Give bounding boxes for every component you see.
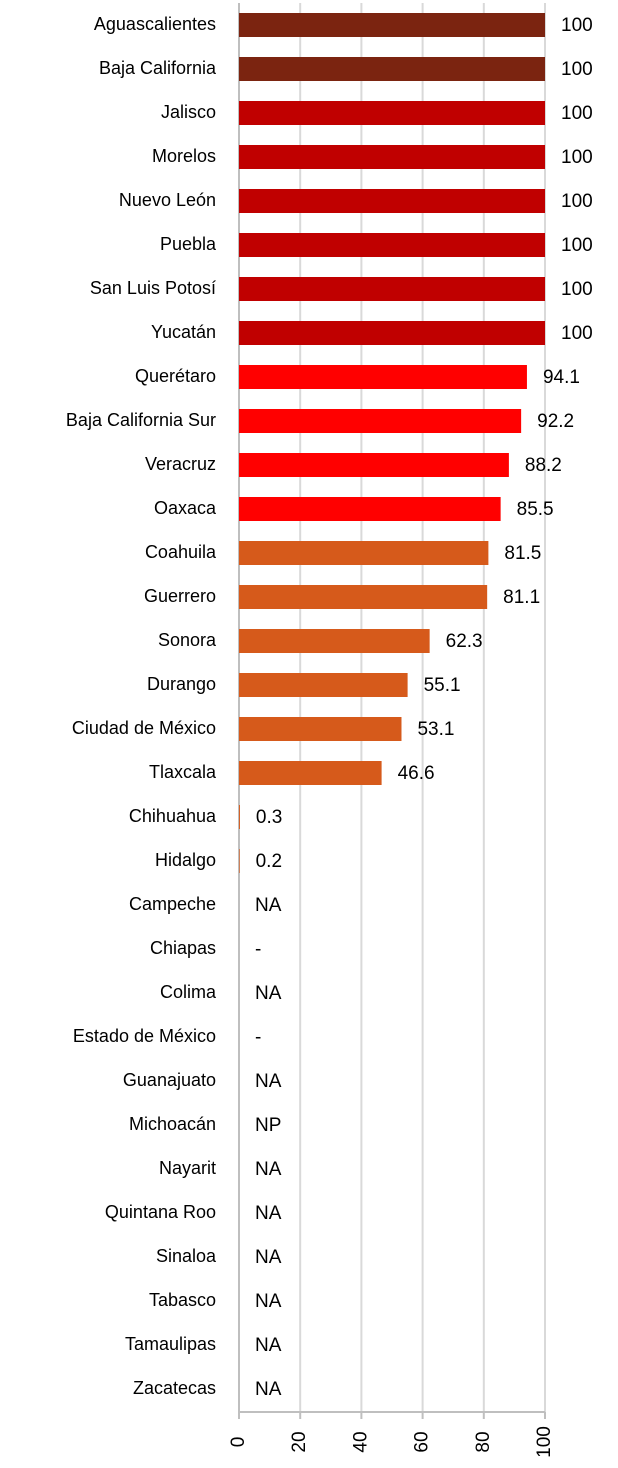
data-label: 55.1 (424, 675, 461, 696)
y-tick-label: Chiapas (150, 938, 216, 958)
x-tick-label: 100 (534, 1426, 555, 1458)
bar (239, 233, 545, 257)
data-label: NA (255, 1203, 282, 1224)
bar (239, 57, 545, 81)
y-tick-label: Morelos (152, 146, 216, 166)
data-label: 100 (561, 279, 593, 300)
data-label: NA (255, 1247, 282, 1268)
y-tick-label: Quintana Roo (105, 1202, 216, 1222)
bar (239, 321, 545, 345)
data-label: 100 (561, 59, 593, 80)
data-label: 88.2 (525, 455, 562, 476)
y-tick-label: Aguascalientes (94, 14, 216, 34)
y-tick-label: Oaxaca (154, 498, 217, 518)
bar (239, 673, 408, 697)
data-label: 100 (561, 323, 593, 344)
y-tick-label: Sinaloa (156, 1246, 217, 1266)
y-tick-label: Ciudad de México (72, 718, 216, 738)
y-tick-label: Tamaulipas (125, 1334, 216, 1354)
x-tick-label: 60 (412, 1431, 433, 1452)
y-tick-label: Yucatán (151, 322, 216, 342)
y-tick-label: San Luis Potosí (90, 278, 216, 298)
data-label: NA (255, 1335, 282, 1356)
data-label: NP (255, 1115, 281, 1136)
bar (239, 761, 382, 785)
data-label: 0.2 (256, 851, 282, 872)
bar (239, 849, 240, 873)
y-tick-label: Campeche (129, 894, 216, 914)
data-label: NA (255, 1071, 282, 1092)
data-label: 92.2 (537, 411, 574, 432)
bar (239, 585, 488, 609)
bar (239, 497, 501, 521)
y-tick-label: Nayarit (159, 1158, 216, 1178)
bar (239, 541, 489, 565)
y-tick-label: Colima (160, 982, 217, 1002)
y-tick-label: Tlaxcala (149, 762, 217, 782)
y-tick-label: Veracruz (145, 454, 216, 474)
data-label: 100 (561, 103, 593, 124)
y-tick-label: Hidalgo (155, 850, 216, 870)
data-label: NA (255, 983, 282, 1004)
data-label: 81.1 (503, 587, 540, 608)
data-label: 100 (561, 15, 593, 36)
data-label: 46.6 (398, 763, 435, 784)
data-label: - (255, 1027, 261, 1048)
y-tick-label: Michoacán (129, 1114, 216, 1134)
y-tick-label: Chihuahua (129, 806, 217, 826)
bar (239, 629, 430, 653)
data-label: 85.5 (517, 499, 554, 520)
bar (239, 189, 545, 213)
y-tick-label: Baja California (99, 58, 217, 78)
y-tick-label: Durango (147, 674, 216, 694)
y-tick-label: Guanajuato (123, 1070, 216, 1090)
data-label: 94.1 (543, 367, 580, 388)
y-tick-label: Sonora (158, 630, 217, 650)
data-label: 62.3 (446, 631, 483, 652)
y-tick-label: Puebla (160, 234, 217, 254)
bar (239, 409, 522, 433)
bar (239, 717, 402, 741)
bar (239, 277, 545, 301)
y-tick-label: Estado de México (73, 1026, 216, 1046)
bar (239, 101, 545, 125)
x-tick-label: 40 (350, 1431, 371, 1452)
data-label: NA (255, 1291, 282, 1312)
bar (239, 805, 240, 829)
y-tick-label: Coahuila (145, 542, 217, 562)
bar (239, 453, 509, 477)
data-label: 100 (561, 235, 593, 256)
y-tick-label: Nuevo León (119, 190, 216, 210)
data-label: 0.3 (256, 807, 282, 828)
data-label: NA (255, 1379, 282, 1400)
data-label: 100 (561, 191, 593, 212)
data-label: NA (255, 895, 282, 916)
x-tick-label: 80 (473, 1431, 494, 1452)
y-tick-label: Tabasco (149, 1290, 216, 1310)
data-label: 53.1 (417, 719, 454, 740)
data-label: - (255, 939, 261, 960)
data-label: NA (255, 1159, 282, 1180)
y-tick-label: Jalisco (161, 102, 216, 122)
data-label: 81.5 (504, 543, 541, 564)
data-label: 100 (561, 147, 593, 168)
y-tick-label: Baja California Sur (66, 410, 216, 430)
bar (239, 145, 545, 169)
y-tick-label: Zacatecas (133, 1378, 216, 1398)
x-tick-label: 0 (228, 1437, 249, 1448)
y-tick-label: Guerrero (144, 586, 216, 606)
bar (239, 13, 545, 37)
x-tick-label: 20 (289, 1431, 310, 1452)
bar (239, 365, 527, 389)
y-tick-label: Querétaro (135, 366, 216, 386)
